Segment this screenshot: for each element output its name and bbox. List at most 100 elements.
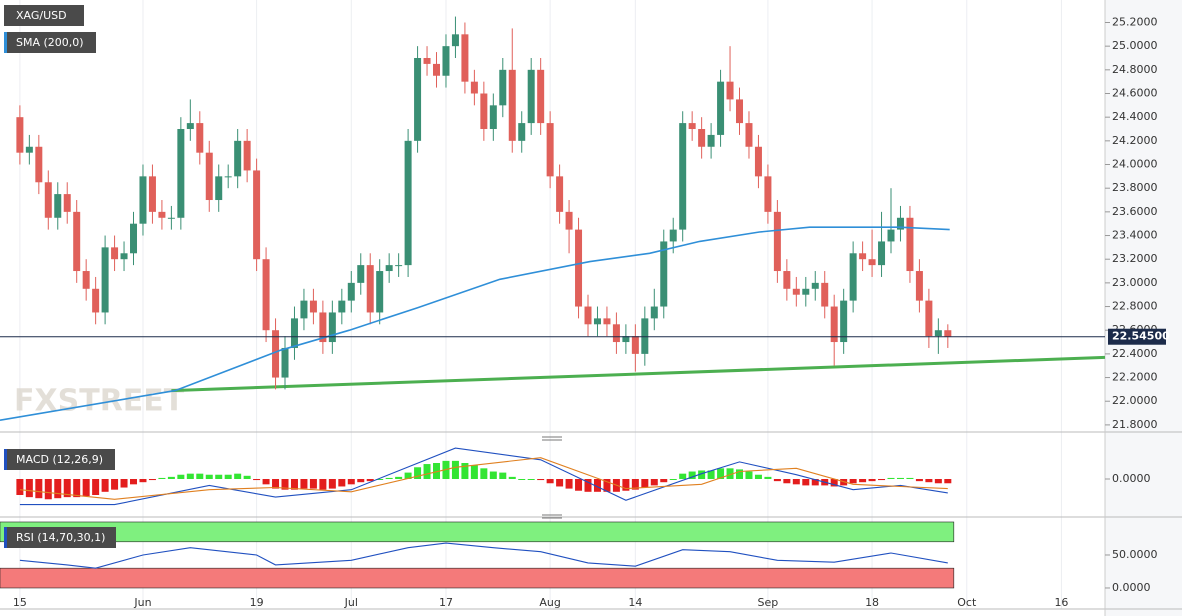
candle-body [887,229,895,242]
histogram-bar [679,473,687,479]
x-tick-label: 18 [865,596,879,609]
histogram-bar [158,477,166,479]
histogram-bar [272,479,280,489]
candle-body [546,123,554,177]
candle-body [811,282,819,289]
histogram-bar [925,479,933,483]
label-box [4,5,84,26]
candle-body [309,300,317,313]
x-tick-label: 19 [250,596,264,609]
candle-body [944,330,952,337]
x-tick-label: Aug [539,596,560,609]
histogram-bar [111,479,119,490]
candle-body [537,69,545,124]
histogram-bar [650,479,658,486]
y-tick-label: 24.6000 [1112,87,1158,100]
candle-body [584,306,592,325]
candle-body [130,223,138,254]
candle-body [783,271,791,289]
histogram-bar [717,468,725,479]
histogram-bar [537,479,545,481]
y-tick-label: 24.4000 [1112,110,1158,123]
instrument-label: XAG/USD [16,9,67,22]
histogram-bar [395,476,403,479]
candle-body [915,271,923,301]
y-tick-label: 23.0000 [1112,276,1158,289]
x-tick-label: 15 [13,596,27,609]
histogram-bar [754,474,762,479]
candle-body [167,217,175,219]
candle-body [423,57,431,64]
y-tick-label: 25.2000 [1112,15,1158,28]
candle-body [878,241,886,266]
y-tick-label: 25.0000 [1112,39,1158,52]
histogram-bar [830,479,838,487]
candle-body [603,318,611,325]
y-tick-label: 0.0000 [1112,472,1151,485]
histogram-bar [868,479,876,482]
candle-body [120,253,128,260]
histogram-bar [792,479,800,485]
candle-body [470,81,478,94]
x-tick-label: Jun [133,596,151,609]
candle-body [139,176,147,224]
histogram-bar [186,473,194,479]
candle-body [840,300,848,343]
histogram-bar [802,479,810,486]
candle-body [575,229,583,307]
histogram-bar [499,472,507,479]
candle-body [745,123,753,147]
y-tick-label: 0.0000 [1112,581,1151,594]
histogram-bar [603,479,611,492]
candle-body [499,69,507,106]
candle-body [148,176,156,212]
x-tick-label: Jul [344,596,358,609]
histogram-bar [224,474,232,479]
trend-line [171,355,1106,393]
resize-handle[interactable] [542,436,562,441]
candle-body [669,229,677,242]
histogram-bar [366,479,374,482]
grid [19,0,1062,609]
resize-handle[interactable] [542,514,562,519]
histogram-bar [215,474,223,479]
histogram-bar [148,479,156,481]
histogram-bar [423,464,431,479]
candle-body [859,253,867,260]
candle-body [319,312,327,343]
histogram-bar [556,479,564,487]
candle-body [234,140,242,177]
candle-body [480,93,488,130]
histogram-bar [688,471,696,479]
label-accent [4,449,7,470]
candle-body [489,105,497,130]
candle-body [281,347,289,378]
candle-body [186,123,194,130]
histogram-bar [300,479,308,489]
histogram-bar [404,472,412,479]
sma-label: SMA (200,0) [16,36,84,49]
histogram-bar [347,479,355,485]
candle-body [205,152,213,201]
histogram-bar [584,479,592,492]
histogram-bar [63,479,71,498]
candle-body [366,265,374,313]
label-box [4,449,115,470]
histogram-bar [745,471,753,479]
y-tick-label: 24.2000 [1112,134,1158,147]
y-tick-label: 50.0000 [1112,548,1158,561]
histogram-bar [944,479,952,484]
candle-body [868,259,876,266]
histogram-bar [906,477,914,479]
last-price-label: 22.54500 [1112,330,1170,343]
histogram-bar [376,479,384,480]
y-tick-label: 22.8000 [1112,300,1158,313]
rsi-label: RSI (14,70,30,1) [16,531,105,544]
histogram-bar [319,479,327,490]
histogram-bar [878,479,886,481]
candle-body [262,259,270,331]
rsi-band [0,521,955,543]
histogram-bar [338,479,346,487]
candle-body [934,330,942,337]
candle-body [726,81,734,100]
